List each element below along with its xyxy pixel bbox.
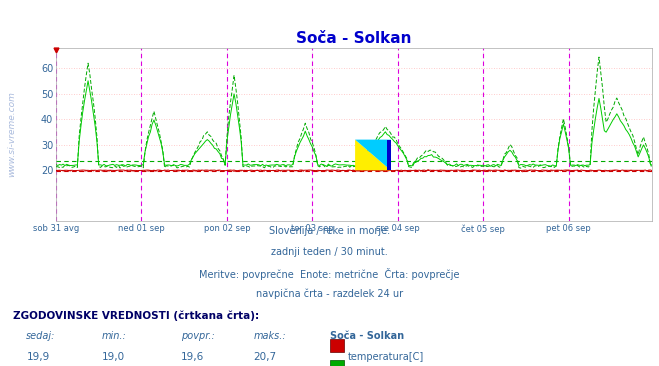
Text: povpr.:: povpr.: bbox=[181, 330, 215, 341]
Text: Soča - Solkan: Soča - Solkan bbox=[330, 330, 403, 341]
Text: zadnji teden / 30 minut.: zadnji teden / 30 minut. bbox=[271, 247, 388, 257]
Text: ZGODOVINSKE VREDNOSTI (črtkana črta):: ZGODOVINSKE VREDNOSTI (črtkana črta): bbox=[13, 310, 259, 321]
Text: maks.:: maks.: bbox=[254, 330, 287, 341]
Text: sedaj:: sedaj: bbox=[26, 330, 56, 341]
Text: min.:: min.: bbox=[102, 330, 127, 341]
Text: www.si-vreme.com: www.si-vreme.com bbox=[7, 92, 16, 178]
Text: Slovenija / reke in morje.: Slovenija / reke in morje. bbox=[269, 226, 390, 236]
Text: 19,9: 19,9 bbox=[26, 351, 49, 362]
Text: 20,7: 20,7 bbox=[254, 351, 277, 362]
FancyBboxPatch shape bbox=[330, 339, 344, 352]
Text: Meritve: povprečne  Enote: metrične  Črta: povprečje: Meritve: povprečne Enote: metrične Črta:… bbox=[199, 268, 460, 280]
Text: 19,0: 19,0 bbox=[102, 351, 125, 362]
Polygon shape bbox=[355, 139, 391, 170]
Polygon shape bbox=[355, 139, 391, 170]
Polygon shape bbox=[387, 139, 391, 170]
FancyBboxPatch shape bbox=[330, 360, 344, 366]
Text: 19,6: 19,6 bbox=[181, 351, 204, 362]
Text: navpična črta - razdelek 24 ur: navpična črta - razdelek 24 ur bbox=[256, 289, 403, 299]
Title: Soča - Solkan: Soča - Solkan bbox=[297, 31, 412, 46]
Text: temperatura[C]: temperatura[C] bbox=[348, 351, 424, 362]
